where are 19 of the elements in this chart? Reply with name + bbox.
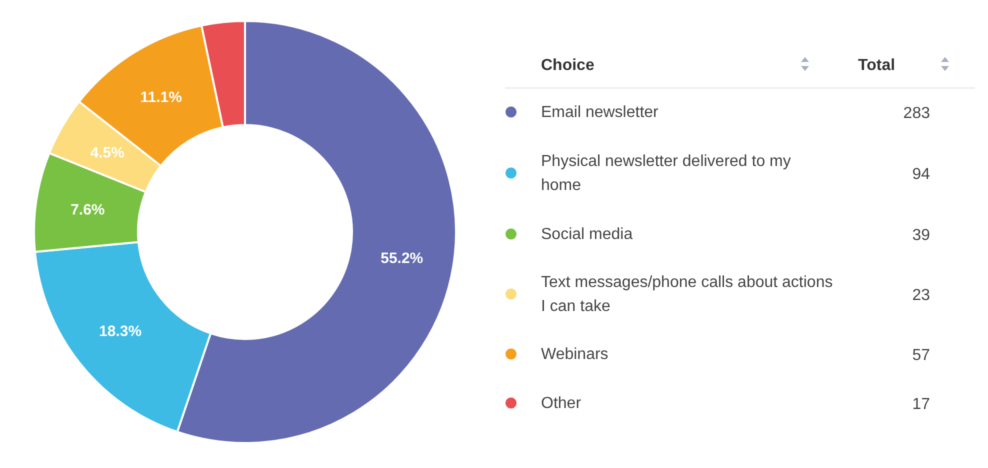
legend-title: Choice <box>541 57 594 74</box>
text: 283 <box>903 105 930 122</box>
text: 57 <box>912 347 930 364</box>
data-label: 7.6% <box>70 201 105 218</box>
legend-label: Webinars <box>541 346 608 363</box>
data-label: 18.3% <box>99 322 142 340</box>
data-label: 4.5% <box>90 144 124 162</box>
text: 39 <box>912 227 930 244</box>
legend-label: Text messages/phone calls about actions I can take <box>541 274 833 315</box>
text: 17 <box>912 396 930 413</box>
text: 94 <box>912 166 930 183</box>
legend-label: Social media <box>541 226 633 243</box>
legend-label: Other <box>541 395 582 412</box>
data-label: 55.2% <box>380 250 424 268</box>
text: Total <box>858 57 896 74</box>
legend-label: Email newsletter <box>541 104 660 121</box>
data-label: 11.1% <box>140 89 182 106</box>
text: 23 <box>912 287 930 304</box>
legend-label: Physical newsletter delivered to my home <box>541 153 791 194</box>
